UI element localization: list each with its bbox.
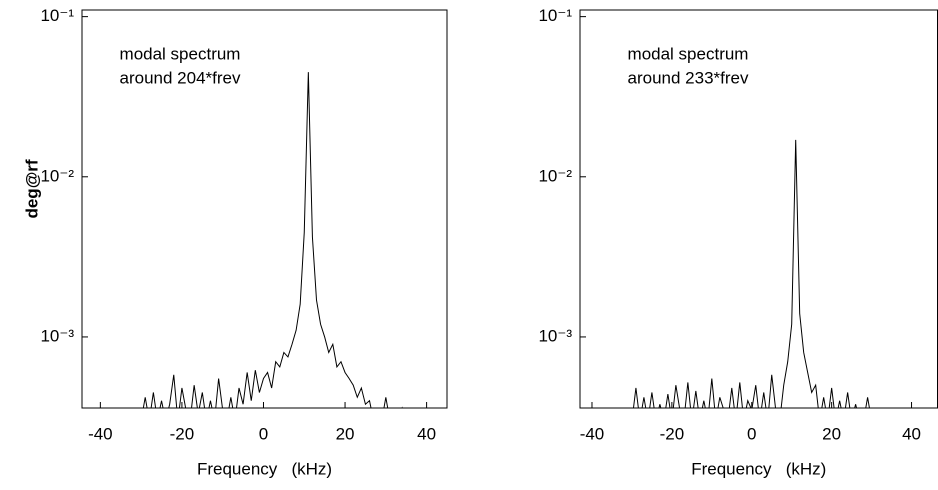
- x-tick-label: 0: [259, 424, 268, 443]
- x-tick-label: -40: [580, 424, 605, 443]
- x-tick-label: 20: [822, 424, 841, 443]
- spectrum-line: [142, 72, 403, 408]
- x-axis-label: Frequency (kHz): [691, 459, 826, 478]
- panel: -40 -20 0 20 40 10⁻¹ 10⁻² 10⁻³ Frequency (kHz) de…: [22, 6, 448, 478]
- spectrum-line: [632, 139, 870, 408]
- x-tick-label: -40: [88, 424, 113, 443]
- y-tick-label: 10⁻³: [538, 326, 572, 345]
- y-axis-label: deg@rf: [22, 159, 41, 218]
- x-axis-label: Frequency (kHz): [197, 459, 332, 478]
- y-tick-label: 10⁻¹: [40, 6, 74, 25]
- axes-box: [81, 9, 448, 409]
- x-tick-label: 20: [336, 424, 355, 443]
- x-tick-label: 40: [902, 424, 921, 443]
- y-tick-label: 10⁻²: [538, 166, 572, 185]
- panel: -40 -20 0 20 40 10⁻¹ 10⁻² 10⁻³ Frequency (kHz) mo…: [538, 6, 938, 478]
- y-tick-label: 10⁻²: [40, 166, 74, 185]
- x-tick-label: 40: [417, 424, 436, 443]
- annotation: modal spectrum: [628, 44, 749, 63]
- x-tick-label: -20: [660, 424, 685, 443]
- y-tick-label: 10⁻³: [40, 326, 74, 345]
- annotation: around 204*frev: [120, 68, 241, 87]
- annotation: modal spectrum: [120, 44, 241, 63]
- x-tick-label: -20: [170, 424, 195, 443]
- x-tick-label: 0: [747, 424, 756, 443]
- annotation: around 233*frev: [628, 68, 749, 87]
- y-tick-label: 10⁻¹: [538, 6, 572, 25]
